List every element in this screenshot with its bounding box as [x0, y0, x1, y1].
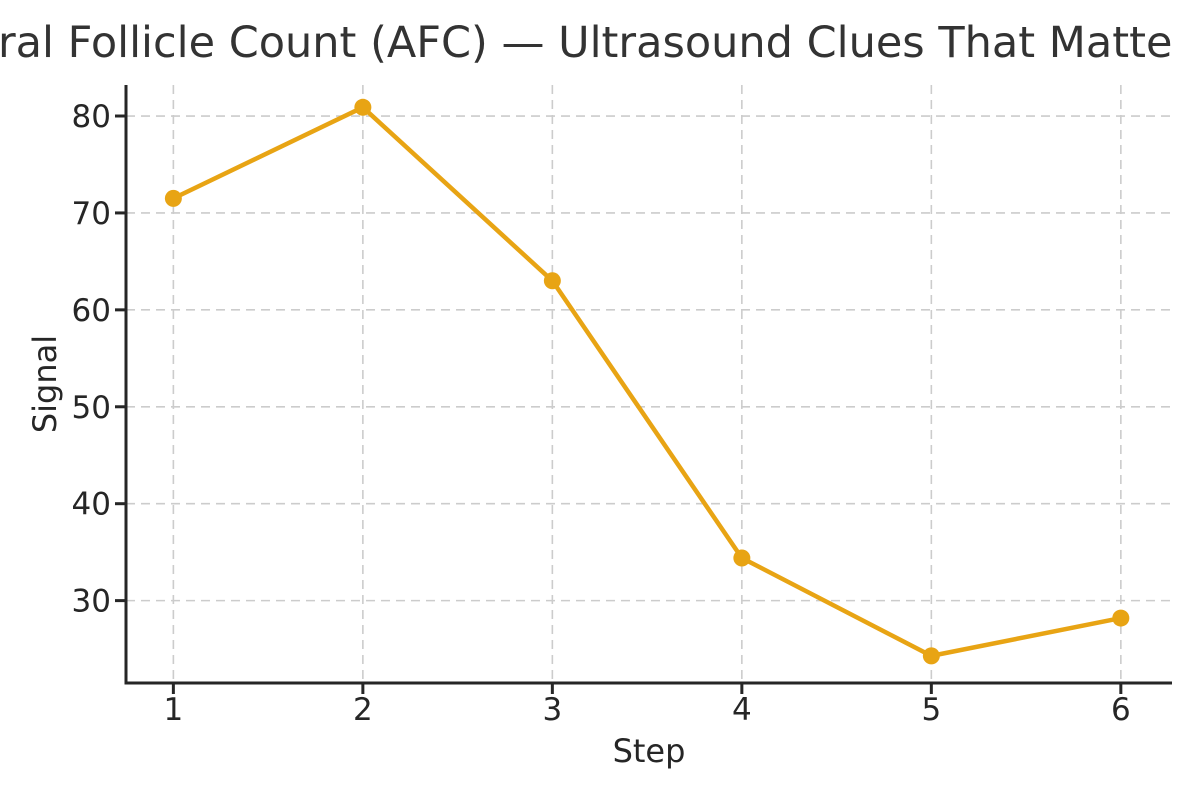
chart-title: ral Follicle Count (AFC) — Ultrasound Cl…: [0, 18, 1173, 68]
data-point-6: [1112, 609, 1130, 627]
x-axis-label: Step: [612, 732, 686, 770]
x-tick-label-1: 1: [164, 692, 184, 728]
data-point-4: [733, 549, 751, 567]
y-tick-label-80: 80: [72, 99, 111, 135]
y-tick-label-30: 30: [72, 584, 111, 620]
y-tick-label-60: 60: [72, 293, 111, 329]
x-tick-label-2: 2: [353, 692, 373, 728]
y-tick-label-50: 50: [72, 390, 111, 426]
x-tick-label-4: 4: [732, 692, 752, 728]
y-axis-label: Signal: [26, 334, 64, 434]
x-tick-label-6: 6: [1111, 692, 1131, 728]
y-tick-label-40: 40: [72, 487, 111, 523]
x-tick-label-5: 5: [921, 692, 941, 728]
data-point-1: [164, 189, 182, 207]
data-point-2: [354, 98, 372, 116]
y-tick-label-70: 70: [72, 196, 111, 232]
data-point-3: [543, 272, 561, 290]
data-point-5: [922, 647, 940, 665]
data-line-signal: [171, 105, 1124, 659]
x-tick-label-3: 3: [542, 692, 562, 728]
